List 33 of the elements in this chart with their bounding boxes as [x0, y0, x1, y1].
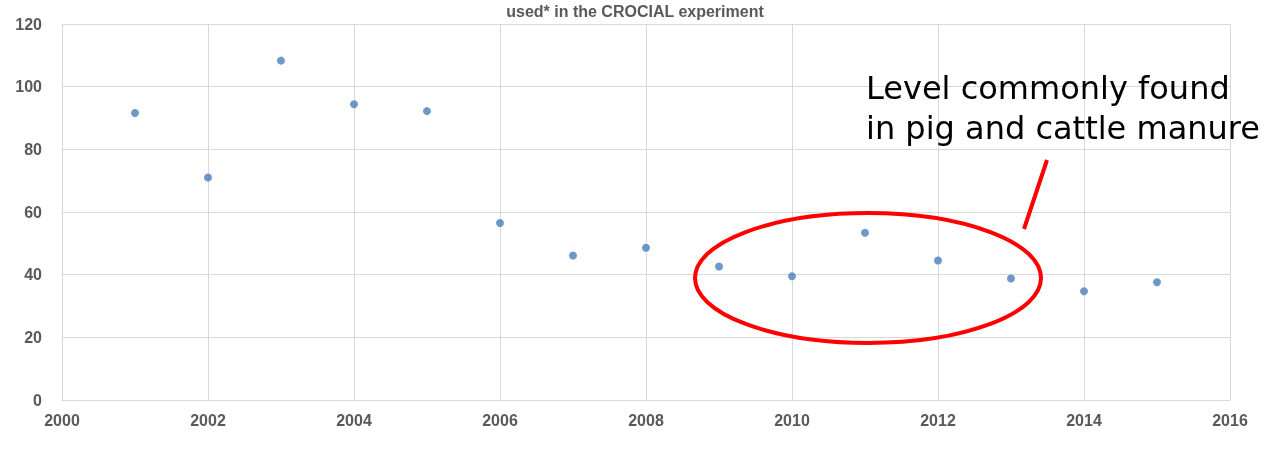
x-tick-label: 2002 — [190, 411, 226, 429]
x-tick-label: 2014 — [1066, 411, 1102, 429]
point — [131, 108, 139, 117]
point — [496, 218, 504, 227]
annotation: Level commonly found in pig and cattle manure — [866, 68, 1261, 148]
y-tick-label: 60 — [24, 203, 43, 221]
point — [1007, 274, 1015, 283]
chart-title: used* in the CROCIAL experiment — [506, 2, 765, 20]
y-tick-label: 20 — [24, 328, 43, 346]
point — [1080, 287, 1088, 296]
x-tick-label: 2016 — [1212, 411, 1248, 429]
point — [1153, 278, 1161, 287]
x-tick-label: 2006 — [482, 411, 518, 429]
point — [423, 107, 431, 116]
point — [934, 256, 942, 265]
point — [350, 100, 358, 109]
y-tick-label: 120 — [15, 15, 43, 33]
y-tick-label: 100 — [15, 78, 43, 96]
y-tick-label: 80 — [24, 140, 43, 158]
x-tick-label: 2012 — [920, 411, 956, 429]
x-tick-label: 2010 — [774, 411, 810, 429]
point — [788, 272, 796, 281]
x-tick-label: 2000 — [44, 411, 80, 429]
point — [715, 262, 723, 271]
point — [204, 173, 212, 182]
point — [861, 228, 869, 237]
point — [642, 243, 650, 252]
point — [569, 251, 577, 260]
x-tick-label: 2004 — [336, 411, 372, 429]
point — [277, 56, 285, 65]
y-tick-label: 0 — [33, 391, 43, 409]
y-tick-label: 40 — [24, 266, 43, 284]
x-tick-label: 2008 — [628, 411, 664, 429]
